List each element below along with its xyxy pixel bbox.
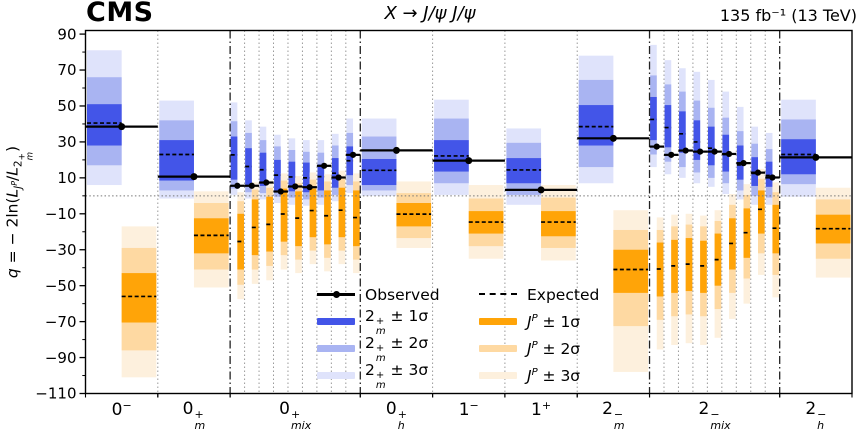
band-jp-s1 bbox=[757, 190, 765, 234]
observed-marker bbox=[465, 157, 473, 165]
observed-marker bbox=[234, 182, 241, 189]
band-2m-s1 bbox=[650, 96, 657, 141]
y-tick-label: 90 bbox=[57, 25, 76, 43]
band-2m-s1 bbox=[707, 126, 715, 166]
band-2m-s1 bbox=[664, 105, 672, 148]
band-jp-s1 bbox=[121, 273, 157, 323]
band-jp-s1 bbox=[338, 187, 346, 238]
observed-marker bbox=[190, 173, 198, 181]
y-tick-label: 10 bbox=[57, 169, 76, 187]
y-tick-label: 50 bbox=[57, 97, 76, 115]
observed-marker bbox=[392, 146, 400, 154]
band-jp-s1 bbox=[772, 204, 780, 254]
band-2m-s1 bbox=[87, 104, 122, 146]
band-jp-s1 bbox=[324, 190, 331, 245]
observed-marker bbox=[306, 184, 313, 191]
observed-marker bbox=[740, 160, 747, 167]
observed-marker bbox=[754, 169, 762, 176]
observed-marker bbox=[812, 153, 820, 161]
observed-marker bbox=[248, 182, 255, 189]
band-2m-s1 bbox=[230, 136, 238, 180]
observed-marker bbox=[349, 151, 357, 158]
observed-marker bbox=[711, 148, 718, 155]
y-tick-label: 70 bbox=[57, 61, 76, 79]
luminosity-label: 135 fb⁻¹ (13 TeV) bbox=[719, 6, 857, 25]
band-jp-s1 bbox=[280, 188, 288, 242]
y-tick-label: −90 bbox=[45, 349, 77, 367]
band-2m-s1 bbox=[159, 140, 194, 181]
experiment-label: CMS bbox=[86, 0, 154, 28]
observed-marker bbox=[609, 134, 617, 142]
observed-marker bbox=[668, 151, 675, 158]
y-tick-label: −70 bbox=[45, 313, 77, 331]
observed-marker bbox=[321, 162, 328, 169]
observed-marker bbox=[653, 143, 660, 150]
observed-marker bbox=[769, 174, 776, 181]
band-2m-s1 bbox=[361, 158, 397, 186]
band-2m-s1 bbox=[578, 105, 614, 146]
band-jp-s1 bbox=[309, 188, 317, 238]
band-jp-s1 bbox=[613, 249, 649, 293]
band-2m-s1 bbox=[679, 111, 686, 153]
y-tick-label: −50 bbox=[45, 277, 77, 295]
y-tick-label: −10 bbox=[45, 205, 77, 223]
observed-marker bbox=[118, 123, 126, 131]
observed-marker bbox=[277, 188, 284, 195]
y-tick-label: 30 bbox=[57, 133, 76, 151]
band-jp-s1 bbox=[468, 211, 504, 234]
axes-frame bbox=[84, 29, 853, 395]
y-tick-label: −110 bbox=[35, 385, 76, 403]
band-2m-s1 bbox=[693, 120, 701, 160]
band-jp-s1 bbox=[700, 240, 707, 293]
band-jp-s1 bbox=[541, 211, 576, 237]
observed-marker bbox=[725, 150, 733, 158]
band-jp-s1 bbox=[396, 203, 432, 227]
observed-marker bbox=[537, 186, 545, 194]
observed-marker bbox=[335, 174, 342, 181]
figure-title: X → J/ψ J/ψ bbox=[384, 3, 476, 24]
observed-marker bbox=[263, 179, 270, 186]
y-tick-label: −30 bbox=[45, 241, 77, 259]
observed-marker bbox=[292, 183, 299, 190]
band-2m-s1 bbox=[765, 161, 773, 187]
observed-marker bbox=[697, 148, 704, 155]
observed-marker bbox=[682, 147, 689, 154]
